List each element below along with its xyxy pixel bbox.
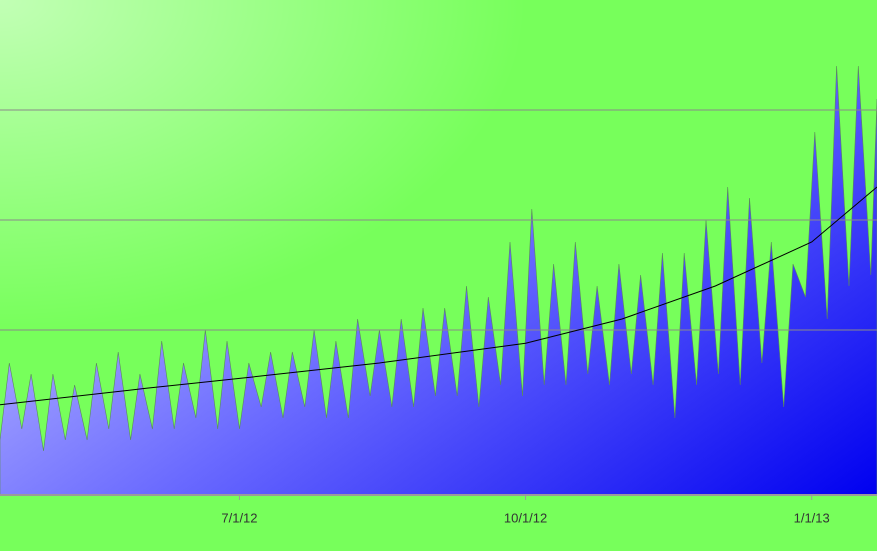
x-tick-label: 1/1/13 [794, 510, 830, 525]
x-tick-label: 10/1/12 [504, 510, 547, 525]
x-tick-label: 7/1/12 [221, 510, 257, 525]
trend-line [0, 186, 877, 406]
area [0, 65, 877, 496]
